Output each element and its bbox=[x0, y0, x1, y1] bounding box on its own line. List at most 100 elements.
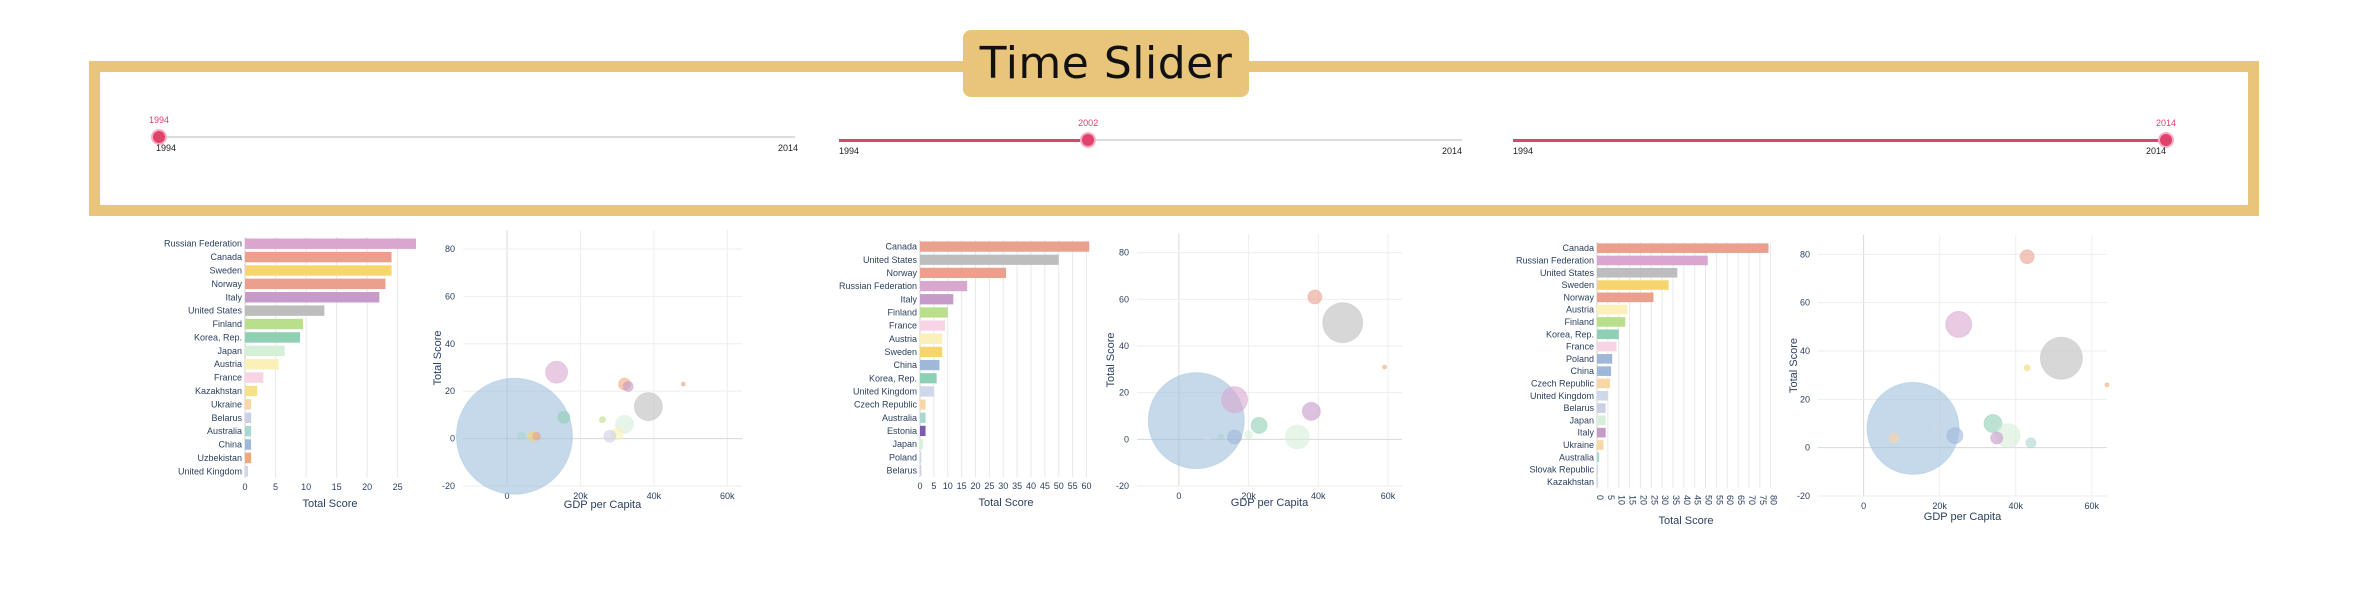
bar-japan bbox=[245, 345, 285, 357]
bar-norway bbox=[920, 267, 1006, 279]
bar-estonia bbox=[920, 425, 926, 437]
x-tick-label: 20 bbox=[970, 481, 980, 491]
x-tick-label: 40 bbox=[1682, 495, 1692, 505]
y-tick-label: 40 bbox=[1119, 341, 1129, 351]
y-category-label: United Kingdom bbox=[178, 466, 242, 476]
y-category-label: Ukraine bbox=[1563, 440, 1594, 450]
y-tick-label: -20 bbox=[442, 481, 455, 491]
x-tick-label: 0 bbox=[1595, 495, 1605, 500]
y-tick-label: 0 bbox=[1805, 443, 1810, 453]
x-tick-label: 55 bbox=[1068, 481, 1078, 491]
scatter-point bbox=[680, 381, 686, 387]
x-tick-label: 20k bbox=[1932, 501, 1947, 511]
bar-japan bbox=[1597, 415, 1606, 426]
bar-kazakhstan bbox=[245, 385, 258, 397]
slider-handle[interactable] bbox=[2160, 134, 2172, 146]
x-tick-label: 65 bbox=[1736, 495, 1746, 505]
scatter-point bbox=[1322, 302, 1364, 344]
bar-austria bbox=[920, 333, 943, 344]
slider-track bbox=[159, 136, 795, 138]
bar-uzbekistan bbox=[245, 452, 252, 464]
slider-handle[interactable] bbox=[153, 131, 165, 143]
scatter-point bbox=[1147, 372, 1245, 470]
x-tick-label: 10 bbox=[1617, 495, 1627, 505]
year-slider-2[interactable]: 2002 1994 2014 bbox=[839, 118, 1462, 185]
y-category-label: Canada bbox=[1562, 243, 1594, 253]
scatter-point bbox=[455, 377, 573, 495]
x-tick-label: 0 bbox=[917, 481, 922, 491]
x-tick-label: 10 bbox=[943, 481, 953, 491]
x-tick-label: 45 bbox=[1040, 481, 1050, 491]
scatter-chart-3: 0 20k 40k 60k -20 0 20 40 60 80 GDP per Capita Tota… bbox=[1105, 234, 1402, 509]
x-tick-label: 60k bbox=[1381, 491, 1396, 501]
slider-current-value: 2002 bbox=[1078, 118, 1099, 128]
bar-canada bbox=[1597, 243, 1769, 253]
scatter-point bbox=[1983, 414, 2003, 433]
bar-canada bbox=[245, 251, 392, 263]
bar-austria bbox=[245, 358, 279, 370]
x-tick-label: 20 bbox=[1638, 495, 1648, 505]
x-tick-label: 0 bbox=[1176, 491, 1181, 501]
y-category-label: Russian Federation bbox=[164, 239, 242, 249]
bar-sweden bbox=[1597, 280, 1669, 290]
scatter-point bbox=[1217, 433, 1225, 441]
slider-current-value: 1994 bbox=[148, 115, 170, 125]
scatter-point bbox=[1888, 432, 1900, 444]
scatter-point bbox=[1382, 364, 1388, 370]
x-axis-title: GDP per Capita bbox=[564, 499, 642, 511]
x-tick-label: 75 bbox=[1758, 495, 1768, 505]
title-banner: Time Slider bbox=[963, 30, 1249, 97]
slider-handle[interactable] bbox=[1082, 134, 1095, 146]
x-tick-label: 55 bbox=[1714, 495, 1724, 505]
slider-max-label: 2014 bbox=[777, 143, 798, 153]
bar-czech-republic bbox=[1597, 378, 1611, 389]
y-tick-label: 20 bbox=[445, 386, 455, 396]
y-category-label: United States bbox=[188, 306, 243, 316]
y-category-label: United States bbox=[863, 255, 918, 265]
year-slider-1[interactable]: 1994 1994 2014 bbox=[149, 115, 798, 182]
y-category-label: Sweden bbox=[209, 265, 242, 275]
y-tick-label: -20 bbox=[1116, 481, 1129, 491]
y-category-label: Slovak Republic bbox=[1529, 465, 1594, 475]
bar-austria bbox=[1597, 304, 1628, 315]
y-category-label: United Kingdom bbox=[853, 386, 917, 396]
scatter-point bbox=[1866, 381, 1960, 475]
bar-czech-republic bbox=[920, 399, 926, 410]
bar-united-kingdom bbox=[1597, 390, 1608, 401]
y-tick-label: 60 bbox=[1119, 294, 1129, 304]
scatter-point bbox=[1301, 401, 1321, 421]
bar-russian-federation bbox=[1597, 255, 1708, 266]
bar-chart-2: 0 5 10 15 20 25 30 35 40 45 50 55 60 Canada United Sta… bbox=[839, 240, 1091, 509]
x-axis-title: Total Score bbox=[302, 498, 357, 510]
scatter-point bbox=[1250, 416, 1268, 434]
scatter-point bbox=[599, 416, 606, 424]
slider-fill bbox=[839, 139, 1089, 142]
scatter-point bbox=[1307, 289, 1323, 305]
x-tick-label: 40k bbox=[1311, 491, 1326, 501]
scatter-point bbox=[1284, 424, 1310, 450]
slider-min-label: 1994 bbox=[156, 143, 177, 153]
y-category-label: Australia bbox=[1559, 452, 1594, 462]
y-tick-label: 60 bbox=[1800, 298, 1810, 308]
y-category-label: China bbox=[218, 440, 242, 450]
y-category-label: France bbox=[214, 373, 242, 383]
y-category-label: Belarus bbox=[211, 413, 242, 423]
year-slider-3[interactable]: 2014 1994 2014 bbox=[1513, 118, 2176, 185]
y-category-label: Czech Republic bbox=[854, 400, 918, 410]
y-category-label: Uzbekistan bbox=[197, 453, 242, 463]
y-category-label: Belarus bbox=[1563, 403, 1594, 413]
bar-korea-rep- bbox=[920, 373, 937, 384]
bar-united-kingdom bbox=[920, 386, 934, 397]
bar-sweden bbox=[920, 346, 943, 358]
y-tick-label: 0 bbox=[1124, 434, 1129, 444]
scatter-point bbox=[1945, 310, 1973, 338]
y-category-label: Norway bbox=[211, 279, 242, 289]
bar-finland bbox=[245, 318, 304, 330]
y-tick-label: 80 bbox=[1800, 249, 1810, 259]
y-tick-label: 20 bbox=[1800, 394, 1810, 404]
scatter-point bbox=[1946, 427, 1964, 445]
bar-belarus bbox=[920, 465, 922, 476]
scatter-point bbox=[2023, 364, 2031, 372]
bar-australia bbox=[920, 412, 926, 423]
bar-belarus bbox=[245, 412, 252, 423]
